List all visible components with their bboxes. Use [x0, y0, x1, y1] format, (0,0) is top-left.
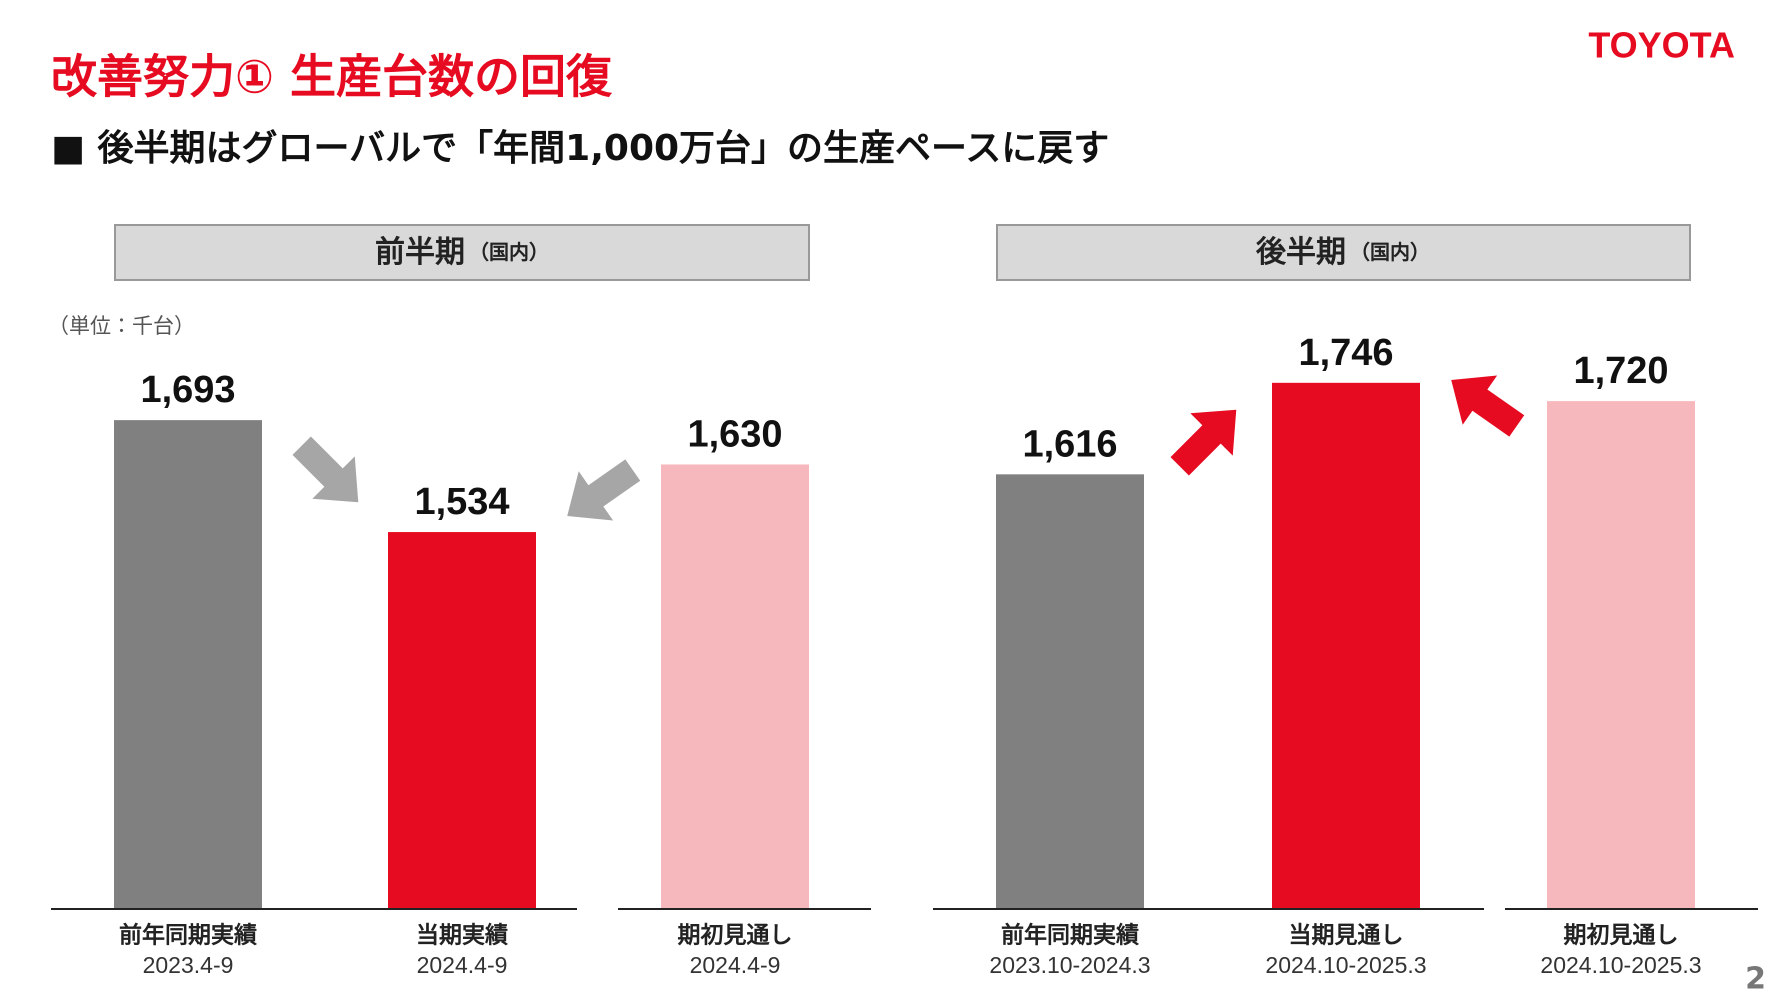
arrow [567, 459, 641, 521]
panel-title-scope: （国内） [469, 240, 549, 264]
period-label: 2023.4-9 [143, 952, 234, 978]
category-label: 期初見通し [1564, 923, 1679, 949]
value-label: 1,746 [1298, 332, 1393, 374]
bar [388, 532, 536, 908]
unit-label: （単位：千台） [48, 314, 195, 338]
panel-title: 後半期 （国内） [1255, 235, 1430, 270]
period-label: 2024.4-9 [690, 952, 781, 978]
page-number: 2 [1745, 962, 1766, 997]
panel-header [996, 224, 1691, 281]
panel-title: 前半期 （国内） [375, 235, 549, 270]
period-label: 2024.10-2025.3 [1540, 952, 1701, 978]
arrow [1451, 375, 1525, 437]
arrow [292, 436, 359, 503]
period-label: 2023.10-2024.3 [989, 952, 1150, 978]
category-label: 前年同期実績 [119, 922, 258, 949]
value-label: 1,720 [1573, 350, 1668, 392]
subtitle: ■ 後半期はグローバルで「年間1,000万台」の生産ペースに戻す [51, 128, 1109, 169]
bar [996, 474, 1144, 908]
value-label: 1,630 [687, 414, 782, 456]
panel-title-main: 後半期 [1255, 235, 1346, 270]
category-label: 期初見通し [678, 923, 793, 949]
bar [1547, 401, 1695, 908]
period-label: 2024.10-2025.3 [1265, 952, 1426, 978]
arrows [292, 375, 1525, 521]
category-label: 前年同期実績 [1001, 922, 1140, 949]
value-label: 1,693 [140, 369, 235, 411]
category-label: 当期見通し [1289, 923, 1404, 949]
category-label: 当期実績 [416, 922, 509, 949]
bar [1272, 382, 1420, 908]
value-label: 1,534 [414, 481, 509, 523]
logo: TOYOTA [1588, 25, 1735, 66]
bar [114, 420, 262, 908]
panel-title-scope: （国内） [1350, 240, 1430, 264]
period-label: 2024.4-9 [417, 952, 508, 978]
bar [661, 464, 809, 908]
panel-title-main: 前半期 [375, 235, 465, 270]
arrow [1170, 409, 1237, 476]
panel-header [114, 224, 810, 281]
value-label: 1,616 [1022, 423, 1117, 465]
slide-title: 改善努力① 生産台数の回復 [51, 50, 613, 104]
